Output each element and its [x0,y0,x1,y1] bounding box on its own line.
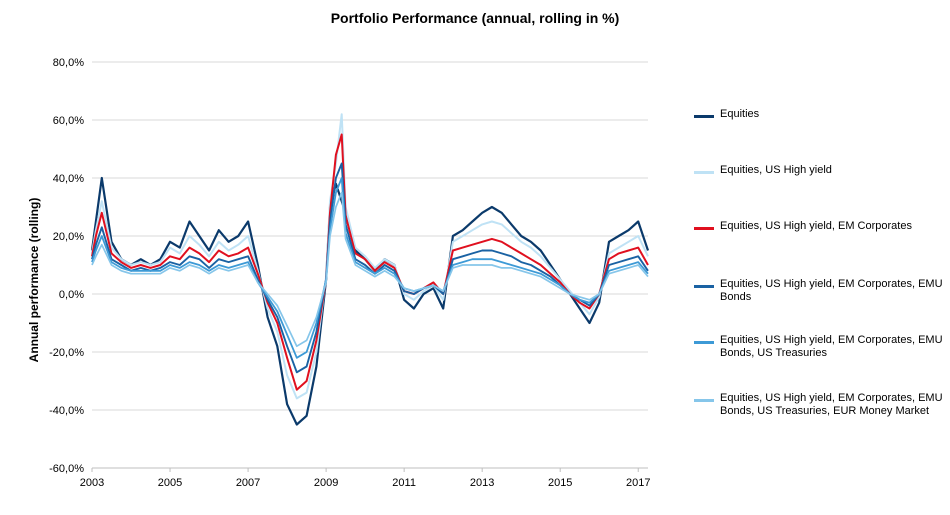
series-line-1 [90,176,650,426]
chart-title: Portfolio Performance (annual, rolling i… [330,10,620,26]
legend-swatch [694,285,714,288]
y-tick-label: -40,0% [49,405,84,417]
legend-swatch [694,171,714,174]
x-tick-label: 2015 [548,477,572,489]
legend-item: Equities, US High yield, EM Corporates, … [694,392,950,418]
legend-label: Equities, US High yield, EM Corporates [720,220,912,232]
legend-item: Equities, US High yield, EM Corporates, … [694,334,950,360]
series-line-4 [91,162,649,374]
x-tick-label: 2013 [470,477,494,489]
x-tick-label: 2005 [158,477,182,489]
x-tick-label: 2003 [80,477,104,489]
legend-swatch [694,399,714,402]
legend-item: Equities, US High yield, EM Corporates, … [694,278,950,304]
x-tick-label: 2007 [236,477,260,489]
x-tick-label: 2017 [626,477,650,489]
legend-swatch [694,115,714,118]
series-line-2 [91,113,649,400]
series-line-3 [91,133,649,391]
legend-label: Equities, US High yield, EM Corporates, … [720,392,943,417]
legend-swatch [694,341,714,344]
legend-swatch [694,227,714,230]
y-tick-label: 80,0% [53,57,84,69]
legend-item: Equities, US High yield, EM Corporates [694,220,950,233]
y-tick-label: -20,0% [49,347,84,359]
x-tick-label: 2011 [392,477,416,489]
x-tick-label: 2009 [314,477,338,489]
y-tick-label: 0,0% [59,289,84,301]
legend-item: Equities, US High yield [694,164,950,177]
y-tick-label: 60,0% [53,115,84,127]
axes: 80,0% 60,0% 40,0% 20,0% 0,0% -20,0% -40,0% -60,… [49,57,650,489]
legend-label: Equities, US High yield, EM Corporates, … [720,278,943,303]
legend-label: Equities, US High yield [720,164,832,176]
series-lines [90,113,650,426]
legend-label: Equities [720,108,760,120]
y-tick-label: 20,0% [53,231,84,243]
y-tick-label: 40,0% [53,173,84,185]
series-line-6 [91,191,649,348]
y-axis-label: Annual performance (rolling) [27,198,41,363]
y-tick-label: -60,0% [49,463,84,475]
legend-label: Equities, US High yield, EM Corporates, … [720,334,943,359]
series-line-5 [91,177,649,359]
legend-item: Equities [694,108,950,121]
